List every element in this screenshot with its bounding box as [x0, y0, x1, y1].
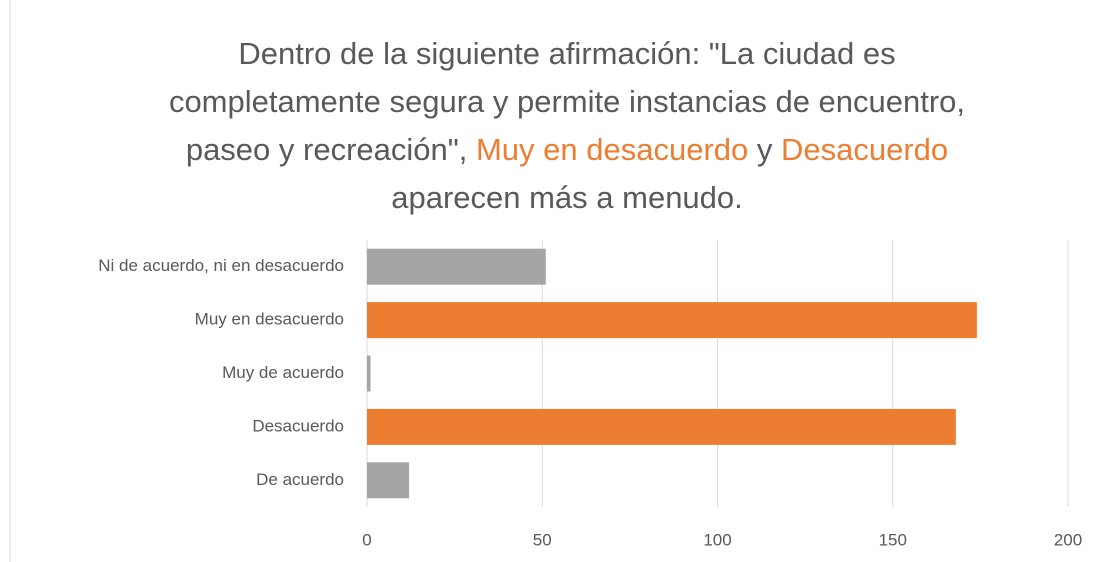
y-tick-label: De acuerdo: [256, 470, 344, 489]
x-tick-label: 150: [879, 530, 907, 549]
bar: [367, 248, 546, 285]
title-segment: y: [748, 132, 781, 167]
bar: [367, 302, 977, 339]
y-tick-label: Muy de acuerdo: [222, 363, 344, 382]
bar: [367, 462, 410, 499]
bar: [367, 355, 371, 392]
y-tick-label: Ni de acuerdo, ni en desacuerdo: [98, 256, 344, 275]
title-segment: Dentro de la siguiente afirmación: "La c…: [168, 36, 966, 167]
y-tick-label: Desacuerdo: [252, 416, 344, 435]
x-tick-label: 100: [703, 530, 731, 549]
bar: [367, 408, 956, 445]
title-segment: Muy en desacuerdo: [475, 132, 749, 167]
x-tick-label: 200: [1054, 530, 1082, 549]
x-tick-label: 0: [362, 530, 371, 549]
x-tick-label: 50: [533, 530, 552, 549]
title-segment: aparecen más a menudo.: [391, 180, 743, 215]
chart-title: Dentro de la siguiente afirmación: "La c…: [137, 30, 997, 222]
title-segment: Desacuerdo: [781, 132, 949, 167]
y-tick-label: Muy en desacuerdo: [195, 310, 344, 329]
